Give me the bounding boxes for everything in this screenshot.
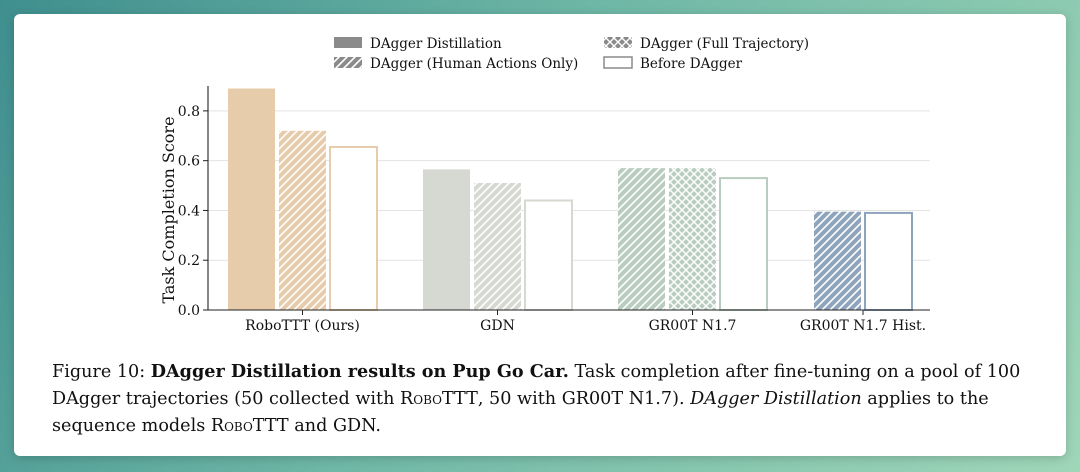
legend-label: DAgger Distillation xyxy=(370,36,502,52)
bar xyxy=(329,145,378,311)
caption-text-4: and GDN. xyxy=(288,416,381,436)
bar-chart: 0.0 0.2 0.4 0.6 0.8 RoboTTT (Ours) GDN GR00T N1… xyxy=(159,36,930,334)
bar xyxy=(423,169,470,310)
bar xyxy=(814,211,861,310)
y-tick-label: 0.8 xyxy=(178,104,200,120)
y-axis-label: Task Completion Score xyxy=(159,116,178,303)
bar xyxy=(669,168,716,310)
y-tick-label: 0.4 xyxy=(178,203,200,219)
y-tick-label: 0.0 xyxy=(178,303,200,319)
caption-robottt-2: RoboTTT xyxy=(210,416,289,436)
axes: 0.0 0.2 0.4 0.6 0.8 RoboTTT (Ours) GDN GR00T N1… xyxy=(178,86,930,334)
bar xyxy=(474,183,521,310)
x-tick-label: GDN xyxy=(480,318,515,334)
legend-label: DAgger (Human Actions Only) xyxy=(370,56,578,72)
y-tick-label: 0.6 xyxy=(178,154,200,170)
y-tick-label: 0.2 xyxy=(178,253,200,269)
bar xyxy=(228,88,275,310)
caption-text-3: applies to the sequence models xyxy=(52,389,989,436)
caption-title: DAgger Distillation results on Pup Go Ca… xyxy=(150,361,569,382)
caption-prefix: Figure 10: xyxy=(52,362,151,382)
caption-text-1: Task completion after fine-tuning on a p… xyxy=(52,362,1021,409)
legend-swatch xyxy=(334,57,362,68)
caption-italic-term: DAgger Distillation xyxy=(690,389,862,409)
bar xyxy=(618,168,665,310)
legend-swatch xyxy=(603,56,633,69)
figure-caption: Figure 10: DAgger Distillation results o… xyxy=(52,358,1042,440)
bar xyxy=(864,211,913,311)
legend-swatch xyxy=(604,37,632,48)
bar xyxy=(279,130,326,310)
legend: DAgger Distillation DAgger (Full Trajecto… xyxy=(334,36,809,72)
bars xyxy=(228,88,913,311)
caption-text-2: , 50 with GR00T N1.7). xyxy=(477,389,691,409)
x-tick-label: RoboTTT (Ours) xyxy=(245,318,360,334)
x-tick-label: GR00T N1.7 Hist. xyxy=(800,318,926,334)
legend-swatch xyxy=(334,37,362,48)
legend-label: Before DAgger xyxy=(640,56,743,72)
figure-card: 0.0 0.2 0.4 0.6 0.8 RoboTTT (Ours) GDN GR00T N1… xyxy=(14,14,1066,456)
x-tick-label: GR00T N1.7 xyxy=(649,318,737,334)
bar xyxy=(719,177,768,311)
legend-label: DAgger (Full Trajectory) xyxy=(640,36,809,52)
bar xyxy=(524,199,573,311)
caption-robottt-1: RoboTTT xyxy=(400,389,478,409)
